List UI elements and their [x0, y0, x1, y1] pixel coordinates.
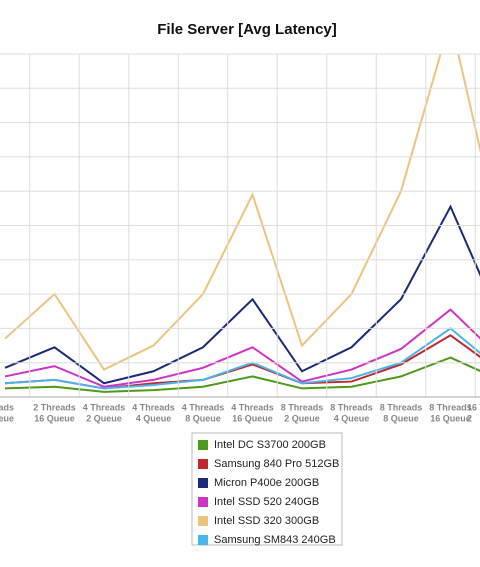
x-tick-label: reads [0, 402, 14, 412]
x-tick-label: 2 [467, 413, 472, 423]
x-tick-label: 8 Threads [380, 402, 423, 412]
x-tick-label: 4 Threads [182, 402, 225, 412]
x-tick-label: 16 Queue [430, 413, 471, 423]
series-line [4, 54, 480, 371]
legend-label: Intel SSD 520 240GB [214, 496, 319, 508]
x-tick-label: 2 Queue [86, 413, 122, 423]
x-tick-label: 4 Queue [136, 413, 172, 423]
x-tick-label: 16 T [467, 402, 480, 412]
chart-title: File Server [Avg Latency] [157, 21, 337, 38]
series-line [4, 204, 480, 385]
x-tick-label: 16 Queue [232, 413, 273, 423]
legend-label: Intel SSD 320 300GB [214, 515, 319, 527]
x-tick-label: 8 Threads [281, 402, 324, 412]
legend-swatch [198, 516, 208, 526]
x-tick-label: 2 Queue [284, 413, 320, 423]
legend-label: Samsung SM843 240GB [214, 534, 336, 546]
x-tick-label: 4 Threads [231, 402, 274, 412]
x-tick-label: 8 Threads [429, 402, 472, 412]
x-tick-label: 8 Queue [383, 413, 419, 423]
legend-swatch [198, 478, 208, 488]
x-tick-label: 4 Threads [83, 402, 126, 412]
legend-label: Samsung 840 Pro 512GB [214, 458, 339, 470]
legend [191, 432, 343, 546]
x-tick-label: 8 Queue [185, 413, 221, 423]
legend-label: Micron P400e 200GB [214, 477, 319, 489]
x-tick-label: 8 Threads [330, 402, 373, 412]
x-tick-label: 16 Queue [34, 413, 75, 423]
legend-swatch [198, 459, 208, 469]
x-tick-label: ueue [0, 413, 14, 423]
legend-swatch [198, 535, 208, 545]
legend-swatch [198, 497, 208, 507]
legend-swatch [198, 440, 208, 450]
series-line [4, 356, 480, 393]
x-tick-label: 4 Queue [334, 413, 370, 423]
plot-area [4, 54, 480, 393]
legend-label: Intel DC S3700 200GB [214, 439, 326, 451]
x-tick-label: 2 Threads [33, 402, 76, 412]
series-line [4, 308, 480, 388]
x-tick-label: 4 Threads [132, 402, 175, 412]
